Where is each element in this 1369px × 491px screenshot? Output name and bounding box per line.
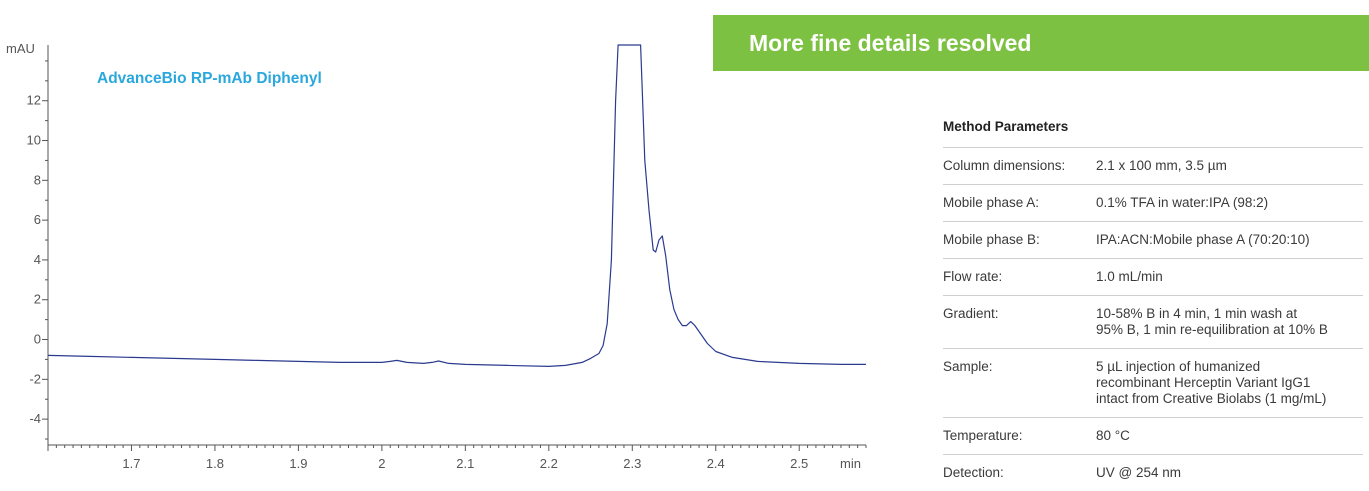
param-row-mobile-phase-a: Mobile phase A: 0.1% TFA in water:IPA (9… (943, 184, 1363, 221)
param-value: 1.0 mL/min (1096, 269, 1163, 284)
method-parameters-title: Method Parameters (943, 119, 1069, 134)
method-parameters-panel: Method Parameters Column dimensions: 2.1… (943, 119, 1363, 491)
y-tick-label: 6 (34, 212, 41, 227)
y-tick-label: -4 (29, 411, 41, 426)
param-value: UV @ 254 nm (1096, 465, 1181, 480)
x-tick-label: 2.1 (456, 456, 474, 471)
param-label: Detection: (943, 465, 1004, 480)
banner-text: More fine details resolved (749, 29, 1032, 56)
param-row-sample: Sample: 5 µL injection of humanized reco… (943, 348, 1363, 417)
y-tick-label: 0 (34, 332, 41, 347)
banner: More fine details resolved (713, 15, 1369, 71)
param-label: Mobile phase B: (943, 232, 1040, 247)
x-tick-label: 2.3 (623, 456, 641, 471)
param-value: 80 °C (1096, 428, 1130, 443)
y-axis-unit-label: mAU (6, 41, 35, 56)
param-value: 2.1 x 100 mm, 3.5 µm (1096, 158, 1227, 173)
param-label: Mobile phase A: (943, 195, 1040, 210)
param-row-mobile-phase-b: Mobile phase B: IPA:ACN:Mobile phase A (… (943, 221, 1363, 258)
param-value: IPA:ACN:Mobile phase A (70:20:10) (1096, 232, 1310, 247)
param-row-temperature: Temperature: 80 °C (943, 417, 1363, 454)
param-label: Gradient: (943, 306, 999, 321)
y-tick-label: 10 (27, 133, 41, 148)
param-label: Temperature: (943, 428, 1023, 443)
x-tick-label: 2.5 (790, 456, 808, 471)
param-value: 5 µL injection of humanized recombinant … (1096, 359, 1327, 406)
x-tick-label: 2.2 (540, 456, 558, 471)
y-tick-label: 2 (34, 292, 41, 307)
x-tick-label: 2 (378, 456, 385, 471)
x-tick-label: 1.8 (206, 456, 224, 471)
x-tick-label: 1.9 (289, 456, 307, 471)
param-value: 0.1% TFA in water:IPA (98:2) (1096, 195, 1269, 210)
param-label: Column dimensions: (943, 158, 1066, 173)
y-tick-label: -2 (29, 371, 41, 386)
y-tick-label: 12 (27, 93, 41, 108)
param-row-flow-rate: Flow rate: 1.0 mL/min (943, 258, 1363, 295)
param-row-gradient: Gradient: 10-58% B in 4 min, 1 min wash … (943, 295, 1363, 348)
x-axis: 1.7 1.8 1.9 2 2.1 2.2 2.3 2.4 2.5 (47, 444, 867, 471)
y-tick-label: 4 (34, 252, 41, 267)
y-axis: -4 -2 0 2 4 6 8 10 12 (27, 45, 49, 445)
param-value: 10-58% B in 4 min, 1 min wash at 95% B, … (1096, 306, 1328, 337)
x-axis-unit-label: min (840, 456, 861, 471)
y-tick-label: 8 (34, 172, 41, 187)
x-tick-label: 2.4 (707, 456, 725, 471)
param-row-detection: Detection: UV @ 254 nm (943, 454, 1363, 491)
chromatogram-trace (47, 44, 866, 367)
param-label: Flow rate: (943, 269, 1003, 284)
chart-title: AdvanceBio RP-mAb Diphenyl (97, 70, 322, 87)
x-tick-label: 1.7 (122, 456, 140, 471)
param-label: Sample: (943, 359, 993, 374)
param-row-column-dimensions: Column dimensions: 2.1 x 100 mm, 3.5 µm (943, 147, 1363, 184)
